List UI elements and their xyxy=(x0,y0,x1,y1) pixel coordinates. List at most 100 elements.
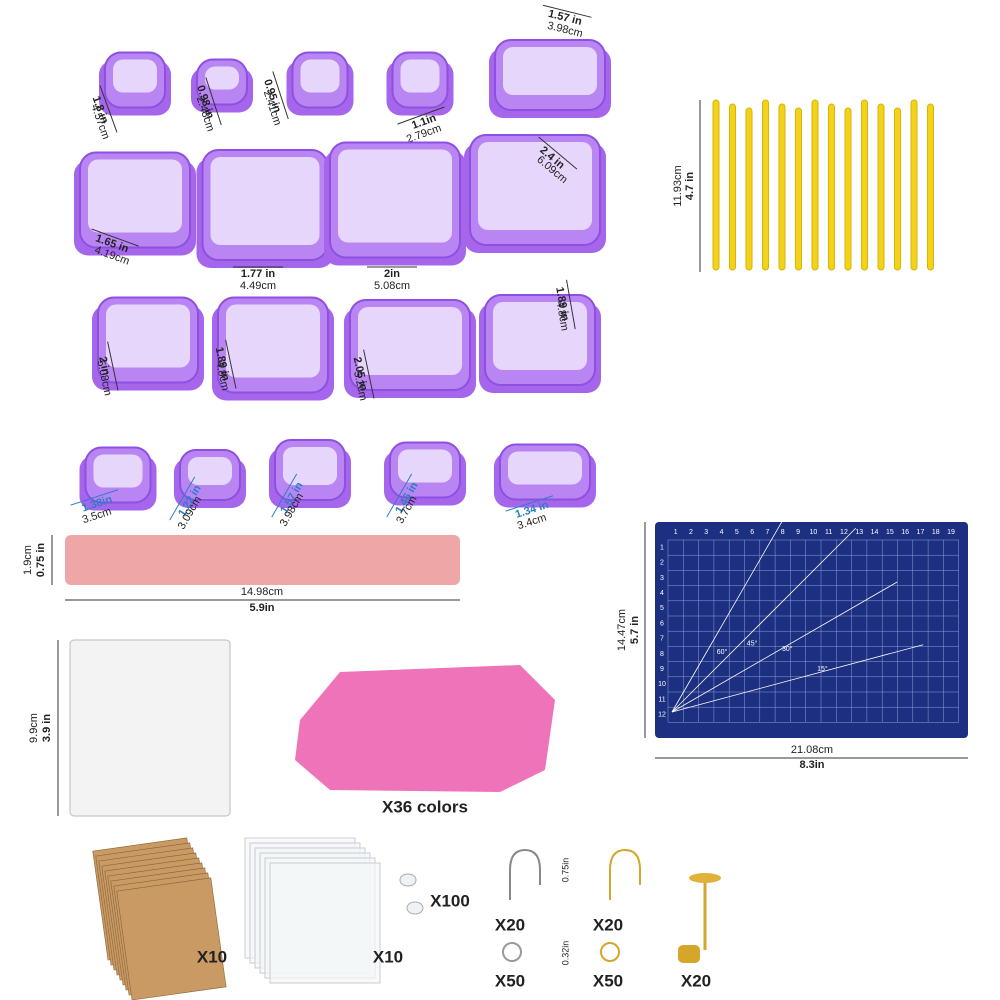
tool xyxy=(712,99,720,271)
mat-angle: 15° xyxy=(817,665,828,673)
mat-width-in: 8.3in xyxy=(799,759,824,771)
stud-pad xyxy=(689,873,721,883)
tool xyxy=(778,103,786,271)
mat-ruler: 11 xyxy=(825,529,832,536)
cutter-inner xyxy=(188,457,232,485)
cutter-size-cm: 4.8cm xyxy=(554,300,571,332)
mat-ruler: 7 xyxy=(660,636,664,643)
stud-back xyxy=(678,945,700,963)
mat-ruler: 6 xyxy=(660,620,664,627)
mat-ruler: 9 xyxy=(796,529,800,536)
dimension-line xyxy=(169,476,196,521)
cutter-inner xyxy=(205,66,239,90)
hook-silver xyxy=(509,848,541,900)
mat-ruler: 12 xyxy=(658,712,666,719)
tool xyxy=(894,107,901,271)
tool xyxy=(729,103,736,271)
cutter-inner xyxy=(398,449,452,483)
mat-ruler: 19 xyxy=(947,529,955,536)
cutter-inner xyxy=(503,47,597,95)
mat-ruler: 3 xyxy=(704,529,708,536)
roller-length-in: 5.9in xyxy=(249,602,274,614)
mat-ruler: 5 xyxy=(660,605,664,612)
dimension-line xyxy=(271,473,298,518)
tool xyxy=(828,103,835,271)
mat-ruler: 13 xyxy=(855,529,863,536)
dimension-line xyxy=(542,4,592,18)
qty: X100 xyxy=(430,891,470,910)
cutting-mat xyxy=(655,522,968,738)
clay-colors: X36 colors xyxy=(382,797,468,816)
tool xyxy=(811,99,819,271)
dimension-line xyxy=(70,489,119,506)
roller xyxy=(65,535,460,585)
mat-ruler: 2 xyxy=(660,560,664,567)
cutter-inner xyxy=(93,454,143,488)
cutter-size-in: 2in xyxy=(384,268,400,280)
mat-ruler: 9 xyxy=(660,666,664,673)
cutter-inner xyxy=(88,159,182,233)
kraft-card xyxy=(116,877,227,1000)
mat-angle-line xyxy=(671,644,924,713)
roller-length-cm: 14.98cm xyxy=(241,586,283,598)
mat-angle: 45° xyxy=(747,640,758,648)
cutter-size-in: 1.77 in xyxy=(241,268,276,280)
mat-angle: 30° xyxy=(782,645,793,653)
mat-ruler: 6 xyxy=(750,529,754,536)
mat-ruler: 14 xyxy=(871,529,879,536)
tool xyxy=(844,107,852,271)
tool xyxy=(910,99,918,271)
cutter-inner xyxy=(283,447,337,485)
cutter-inner xyxy=(226,304,320,378)
mat-ruler: 16 xyxy=(901,529,909,536)
mat-ruler: 4 xyxy=(720,529,724,536)
dimension-line xyxy=(205,77,222,126)
mat-ruler: 7 xyxy=(765,529,769,536)
mat-height-in: 5.7 in xyxy=(629,616,641,644)
mat-ruler: 18 xyxy=(932,529,940,536)
ring-gold xyxy=(600,942,620,962)
cutter-size-cm: 4.49cm xyxy=(240,280,276,292)
mat-angle-line xyxy=(671,486,803,713)
dimension-line xyxy=(91,228,139,247)
dimension-line xyxy=(566,279,576,330)
tools-cm: 11.93cm xyxy=(672,165,684,206)
tool xyxy=(861,99,868,271)
qty: X10 xyxy=(197,947,227,966)
cutter-inner xyxy=(210,157,320,245)
acrylic-cm: 9.9cm xyxy=(28,713,40,743)
cutter-inner xyxy=(106,304,190,368)
dimension-line xyxy=(505,495,554,512)
tools-in: 4.7 in xyxy=(684,172,696,200)
dimension-line xyxy=(99,85,118,133)
mat-ruler: 3 xyxy=(660,575,664,582)
earring-back xyxy=(406,901,424,915)
ring-size: 0.32in xyxy=(560,941,570,966)
tool xyxy=(795,107,802,271)
cutter-size-in: 1.89 in xyxy=(553,286,571,322)
poly-bag xyxy=(269,862,381,984)
qty: X50 xyxy=(495,971,525,990)
dimension-line xyxy=(397,106,445,125)
cutter-inner xyxy=(338,149,452,243)
dimension-line xyxy=(538,136,578,170)
cutter-inner xyxy=(478,142,592,230)
mat-height-cm: 14.47cm xyxy=(616,609,628,651)
mat-width-cm: 21.08cm xyxy=(791,744,833,756)
mat-ruler: 4 xyxy=(660,590,664,597)
cutter-inner xyxy=(508,451,582,485)
qty: X10 xyxy=(373,947,403,966)
cutter-inner xyxy=(358,307,462,375)
roller-diameter-in: 0.75 in xyxy=(35,543,47,578)
mat-ruler: 8 xyxy=(781,529,785,536)
cutter-inner xyxy=(493,302,587,370)
mat-ruler: 1 xyxy=(674,529,678,536)
hook-gold xyxy=(609,848,641,900)
mat-ruler: 17 xyxy=(917,529,925,536)
tool xyxy=(877,103,885,271)
cutter-inner xyxy=(113,59,157,93)
ring-silver xyxy=(502,942,522,962)
dimension-line xyxy=(225,339,237,389)
qty: X20 xyxy=(593,915,623,934)
